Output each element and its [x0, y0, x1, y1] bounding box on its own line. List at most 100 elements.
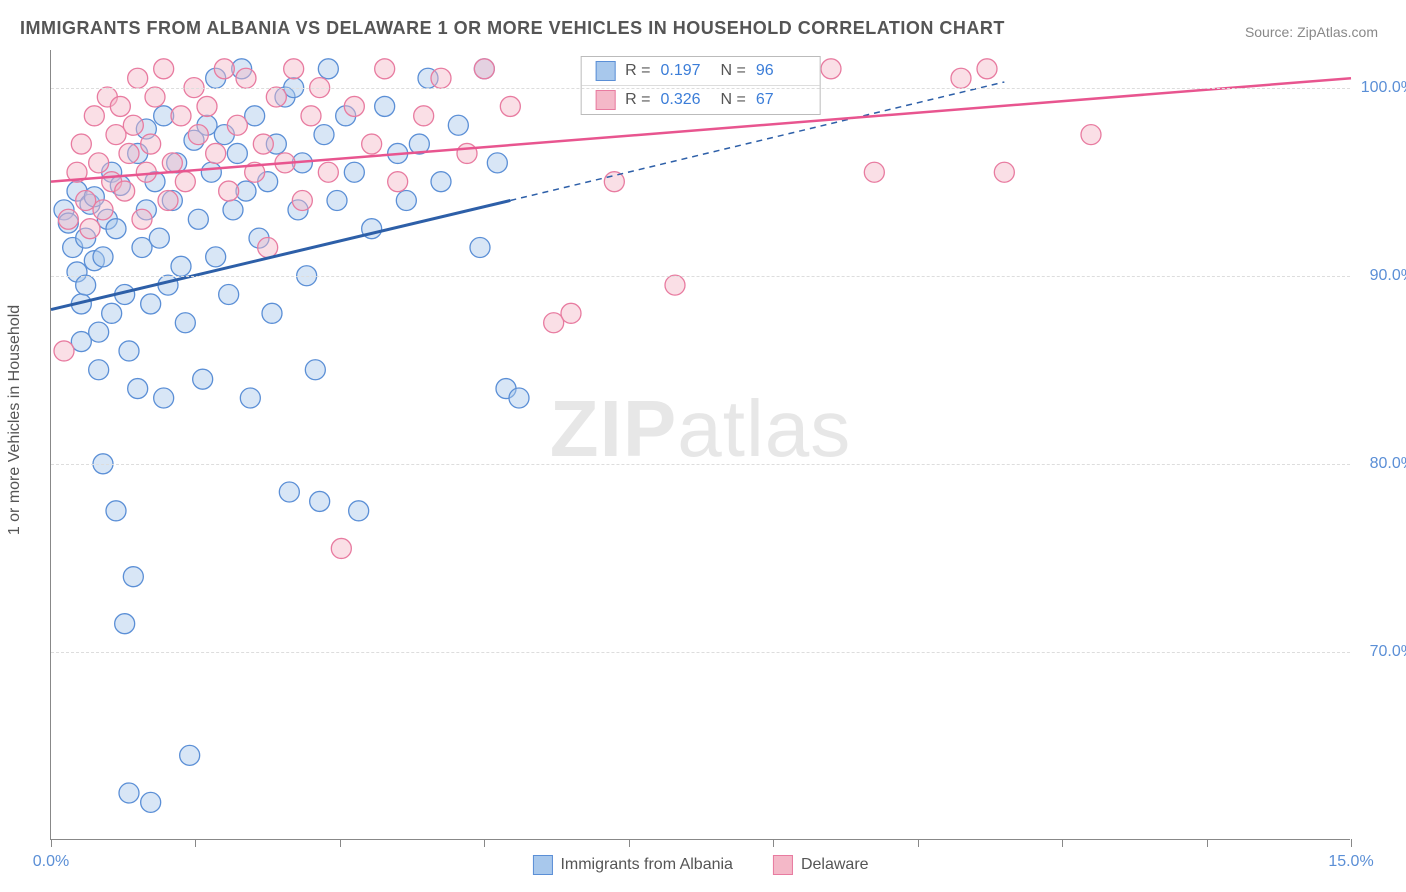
data-point	[236, 68, 256, 88]
data-point	[262, 303, 282, 323]
data-point	[994, 162, 1014, 182]
data-point	[487, 153, 507, 173]
data-point	[258, 238, 278, 258]
data-point	[76, 275, 96, 295]
y-tick-label: 80.0%	[1370, 455, 1406, 473]
data-point	[128, 379, 148, 399]
swatch-icon	[595, 61, 615, 81]
stats-row-albania: R = 0.197 N = 96	[581, 57, 820, 86]
data-point	[509, 388, 529, 408]
data-point	[119, 783, 139, 803]
stat-r-label: R =	[625, 91, 650, 109]
data-point	[314, 125, 334, 145]
data-point	[123, 115, 143, 135]
data-point	[305, 360, 325, 380]
data-point	[141, 792, 161, 812]
data-point	[310, 491, 330, 511]
data-point	[318, 59, 338, 79]
regression-line	[51, 200, 510, 309]
x-tick	[1207, 839, 1208, 847]
data-point	[206, 143, 226, 163]
data-point	[136, 162, 156, 182]
data-point	[561, 303, 581, 323]
data-point	[154, 59, 174, 79]
data-point	[951, 68, 971, 88]
data-point	[89, 360, 109, 380]
data-point	[106, 501, 126, 521]
stats-row-delaware: R = 0.326 N = 67	[581, 86, 820, 114]
data-point	[102, 303, 122, 323]
legend-item-albania: Immigrants from Albania	[532, 855, 733, 875]
data-point	[158, 275, 178, 295]
y-tick-label: 70.0%	[1370, 643, 1406, 661]
data-point	[141, 294, 161, 314]
x-tick	[340, 839, 341, 847]
data-point	[219, 285, 239, 305]
data-point	[206, 247, 226, 267]
y-tick-label: 100.0%	[1361, 79, 1406, 97]
data-point	[193, 369, 213, 389]
data-point	[214, 59, 234, 79]
data-point	[141, 134, 161, 154]
data-point	[470, 238, 490, 258]
swatch-icon	[773, 855, 793, 875]
gridline	[51, 276, 1350, 277]
data-point	[318, 162, 338, 182]
data-point	[375, 59, 395, 79]
data-point	[219, 181, 239, 201]
data-point	[864, 162, 884, 182]
data-point	[115, 181, 135, 201]
data-point	[388, 172, 408, 192]
data-point	[227, 143, 247, 163]
data-point	[149, 228, 169, 248]
data-point	[1081, 125, 1101, 145]
data-point	[431, 68, 451, 88]
data-point	[188, 125, 208, 145]
data-point	[500, 96, 520, 116]
stat-n-value: 67	[756, 91, 806, 109]
y-axis-label: 1 or more Vehicles in Household	[6, 305, 24, 535]
data-point	[71, 134, 91, 154]
x-tick	[484, 839, 485, 847]
data-point	[349, 501, 369, 521]
stat-r-value: 0.326	[661, 91, 711, 109]
data-point	[158, 190, 178, 210]
swatch-icon	[595, 90, 615, 110]
data-point	[154, 388, 174, 408]
x-tick	[1351, 839, 1352, 847]
swatch-icon	[532, 855, 552, 875]
stat-n-label: N =	[721, 91, 746, 109]
data-point	[106, 219, 126, 239]
data-point	[344, 96, 364, 116]
data-point	[84, 106, 104, 126]
data-point	[396, 190, 416, 210]
data-point	[414, 106, 434, 126]
data-point	[162, 153, 182, 173]
plot-area: ZIPatlas R = 0.197 N = 96 R = 0.326 N = …	[50, 50, 1350, 840]
data-point	[284, 59, 304, 79]
data-point	[457, 143, 477, 163]
gridline	[51, 88, 1350, 89]
data-point	[175, 172, 195, 192]
x-tick	[773, 839, 774, 847]
data-point	[93, 200, 113, 220]
legend-label: Immigrants from Albania	[560, 856, 733, 874]
data-point	[474, 59, 494, 79]
data-point	[977, 59, 997, 79]
data-point	[197, 96, 217, 116]
data-point	[128, 68, 148, 88]
x-tick-label: 15.0%	[1328, 853, 1373, 871]
data-point	[266, 87, 286, 107]
data-point	[301, 106, 321, 126]
data-point	[123, 567, 143, 587]
gridline	[51, 652, 1350, 653]
x-tick	[629, 839, 630, 847]
data-point	[89, 322, 109, 342]
data-point	[279, 482, 299, 502]
data-point	[375, 96, 395, 116]
data-point	[362, 134, 382, 154]
data-point	[821, 59, 841, 79]
x-tick-label: 0.0%	[33, 853, 69, 871]
x-tick	[918, 839, 919, 847]
bottom-legend: Immigrants from Albania Delaware	[532, 855, 868, 875]
